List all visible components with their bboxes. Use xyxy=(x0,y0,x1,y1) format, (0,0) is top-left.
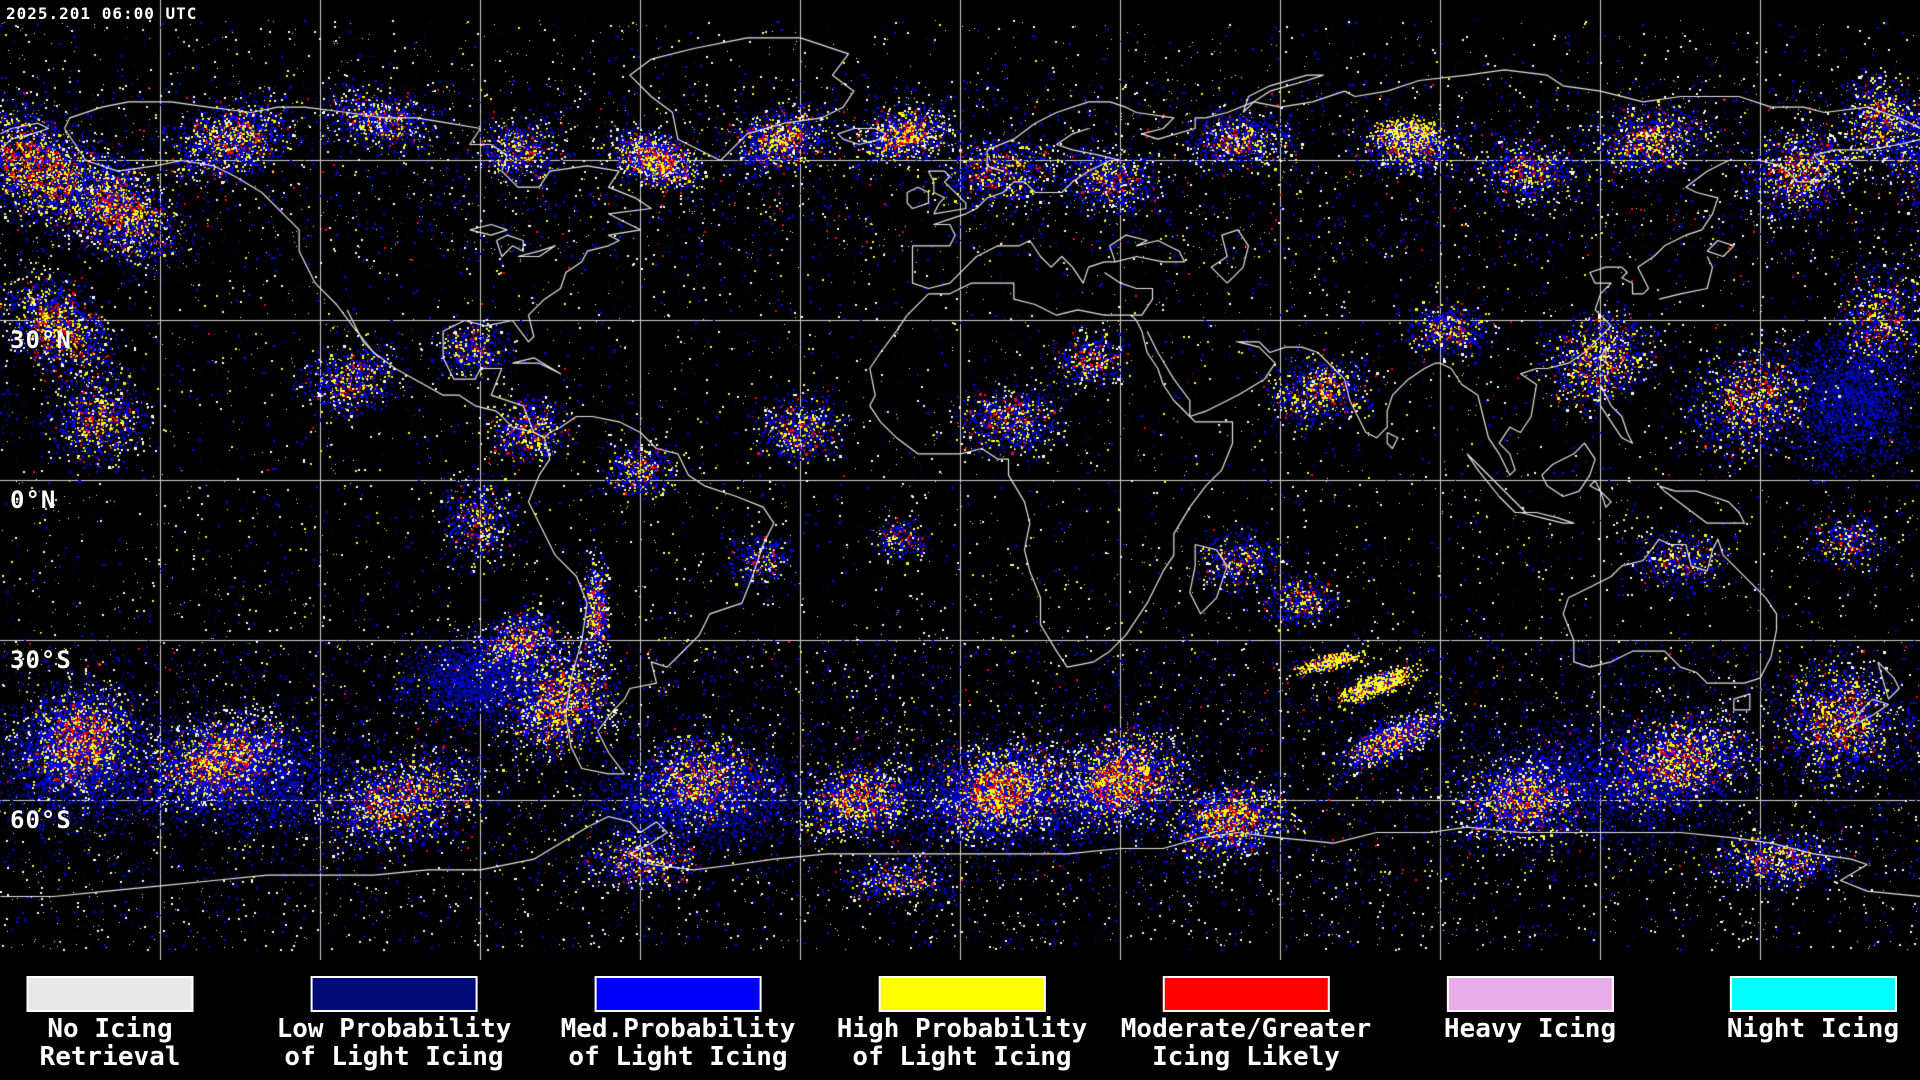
lat-label-30s: 30°S xyxy=(10,646,72,674)
legend-item-med-prob: Med.Probability of Light Icing xyxy=(560,976,796,1072)
legend-swatch-high-prob xyxy=(878,976,1046,1012)
world-icing-map xyxy=(0,0,1920,960)
lat-label-0n: 0°N xyxy=(10,486,57,514)
legend-bar: No Icing Retrieval Low Probability of Ligh… xyxy=(0,960,1920,1080)
legend-swatch-heavy xyxy=(1446,976,1614,1012)
legend-label: No Icing Retrieval xyxy=(39,1014,181,1072)
legend-label: Night Icing xyxy=(1726,1014,1900,1044)
legend-item-high-prob: High Probability of Light Icing xyxy=(837,976,1087,1071)
lat-label-60s: 60°S xyxy=(10,806,72,834)
legend-swatch-med-prob xyxy=(594,976,762,1012)
legend-swatch-moderate xyxy=(1162,976,1330,1012)
legend-item-no-icing: No Icing Retrieval xyxy=(26,976,194,1072)
legend-swatch-night xyxy=(1729,976,1897,1012)
legend-swatch-no-icing xyxy=(26,976,194,1012)
legend-label: Heavy Icing xyxy=(1443,1014,1617,1044)
legend-item-night: Night Icing xyxy=(1727,976,1899,1043)
legend-label: Moderate/Greater Icing Likely xyxy=(1120,1014,1372,1072)
timestamp-label: 2025.201 06:00 UTC xyxy=(6,4,198,23)
legend-item-heavy: Heavy Icing xyxy=(1444,976,1616,1043)
legend-item-low-prob: Low Probability of Light Icing xyxy=(276,976,512,1072)
legend-label: Low Probability of Light Icing xyxy=(276,1014,512,1072)
lat-label-30n: 30°N xyxy=(10,326,72,354)
legend-label: High Probability of Light Icing xyxy=(836,1014,1088,1072)
legend-label: Med.Probability of Light Icing xyxy=(560,1014,796,1072)
legend-item-moderate: Moderate/Greater Icing Likely xyxy=(1121,976,1371,1071)
legend-swatch-low-prob xyxy=(310,976,478,1012)
